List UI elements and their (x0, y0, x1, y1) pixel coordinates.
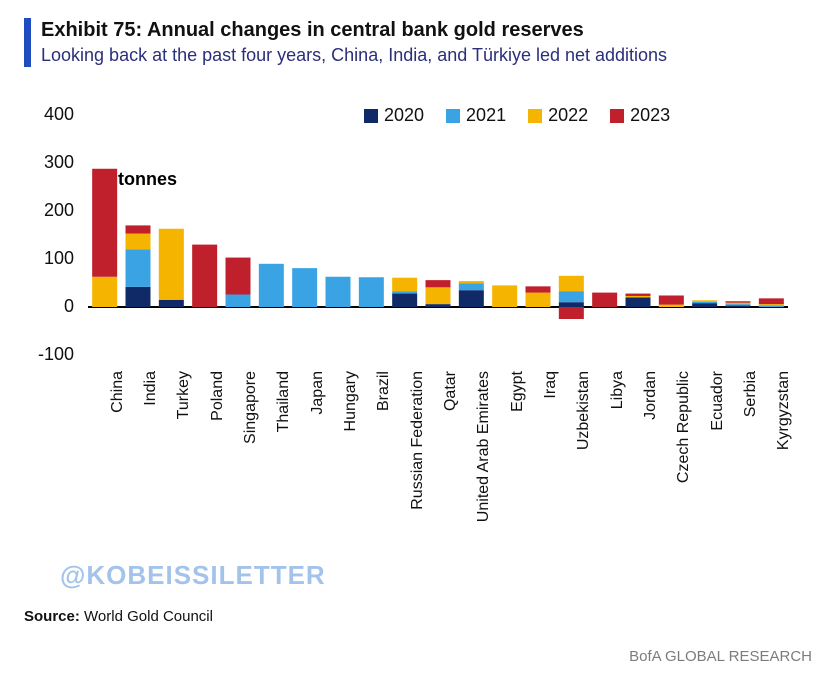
bar-segment (326, 277, 351, 307)
bar-segment (726, 303, 751, 304)
bar-segment (559, 276, 584, 291)
watermark: @KOBEISSILETTER (60, 560, 326, 591)
bar-segment (126, 226, 151, 234)
source-line: Source: World Gold Council (24, 608, 213, 625)
header-accent-bar (24, 18, 31, 67)
bar-segment (459, 284, 484, 291)
bar-segment (759, 299, 784, 305)
x-tick-label: Russian Federation (409, 371, 427, 571)
bar-segment (526, 293, 551, 307)
source-label: Source: (24, 608, 80, 625)
bar-segment (559, 303, 584, 308)
bar-segment (759, 306, 784, 307)
bar-segment (759, 305, 784, 306)
x-tick-label: Thailand (275, 371, 293, 571)
bar-segment (226, 295, 251, 307)
bar-segment (626, 298, 651, 308)
footer-brand: BofA GLOBAL RESEARCH (629, 648, 812, 665)
bar-segment (626, 296, 651, 297)
bar-segment (659, 296, 684, 305)
bar-segment (392, 278, 417, 291)
bar-segment (592, 293, 617, 307)
bar-segment (126, 287, 151, 307)
x-tick-label: Singapore (242, 371, 260, 571)
x-tick-label: Libya (609, 371, 627, 571)
x-tick-label: India (142, 371, 160, 571)
x-tick-label: Qatar (442, 371, 460, 571)
bar-segment (692, 302, 717, 303)
x-tick-label: Ecuador (709, 371, 727, 571)
bar-segment (292, 269, 317, 308)
x-tick-label: United Arab Emirates (475, 371, 493, 571)
plot-svg (24, 85, 808, 375)
x-tick-label: Poland (209, 371, 227, 571)
bar-segment (392, 294, 417, 307)
x-tick-label: Hungary (342, 371, 360, 571)
bar-segment (659, 305, 684, 307)
bar-segment (126, 234, 151, 250)
x-tick-label: Japan (309, 371, 327, 571)
bar-segment (459, 291, 484, 308)
bar-segment (159, 229, 184, 300)
bar-segment (559, 307, 584, 319)
bar-segment (726, 302, 751, 303)
bar-segment (92, 169, 117, 277)
chart-area: -1000100200300400 tonnes 202020212022202… (24, 85, 804, 505)
x-tick-label: Turkey (175, 371, 193, 571)
bar-segment (126, 250, 151, 287)
bar-segment (492, 286, 517, 308)
bar-segment (426, 305, 451, 308)
bar-segment (192, 245, 217, 307)
x-tick-label: Brazil (375, 371, 393, 571)
x-tick-label: China (109, 371, 127, 571)
bar-segment (426, 288, 451, 305)
x-tick-label: Iraq (542, 371, 560, 571)
bar-segment (426, 281, 451, 288)
bar-segment (92, 277, 117, 307)
bar-segment (692, 301, 717, 302)
header: Exhibit 75: Annual changes in central ba… (24, 18, 812, 67)
source-value: World Gold Council (84, 608, 213, 625)
bar-segment (726, 306, 751, 307)
x-tick-label: Uzbekistan (575, 371, 593, 571)
chart-subtitle: Looking back at the past four years, Chi… (41, 44, 667, 67)
header-titles: Exhibit 75: Annual changes in central ba… (41, 18, 667, 67)
x-tick-label: Kyrgyzstan (775, 371, 793, 571)
bar-segment (626, 294, 651, 296)
bar-segment (259, 264, 284, 307)
bar-segment (559, 292, 584, 303)
bar-segment (159, 300, 184, 307)
chart-title: Exhibit 75: Annual changes in central ba… (41, 18, 667, 42)
bar-segment (726, 305, 751, 306)
x-tick-label: Czech Republic (675, 371, 693, 571)
bar-segment (692, 304, 717, 308)
x-tick-label: Egypt (509, 371, 527, 571)
exhibit-wrap: Exhibit 75: Annual changes in central ba… (0, 0, 836, 681)
x-tick-label: Serbia (742, 371, 760, 571)
bar-segment (526, 287, 551, 293)
bar-segment (459, 281, 484, 283)
bar-segment (392, 292, 417, 294)
bar-segment (226, 258, 251, 295)
bar-segment (359, 278, 384, 308)
x-tick-label: Jordan (642, 371, 660, 571)
